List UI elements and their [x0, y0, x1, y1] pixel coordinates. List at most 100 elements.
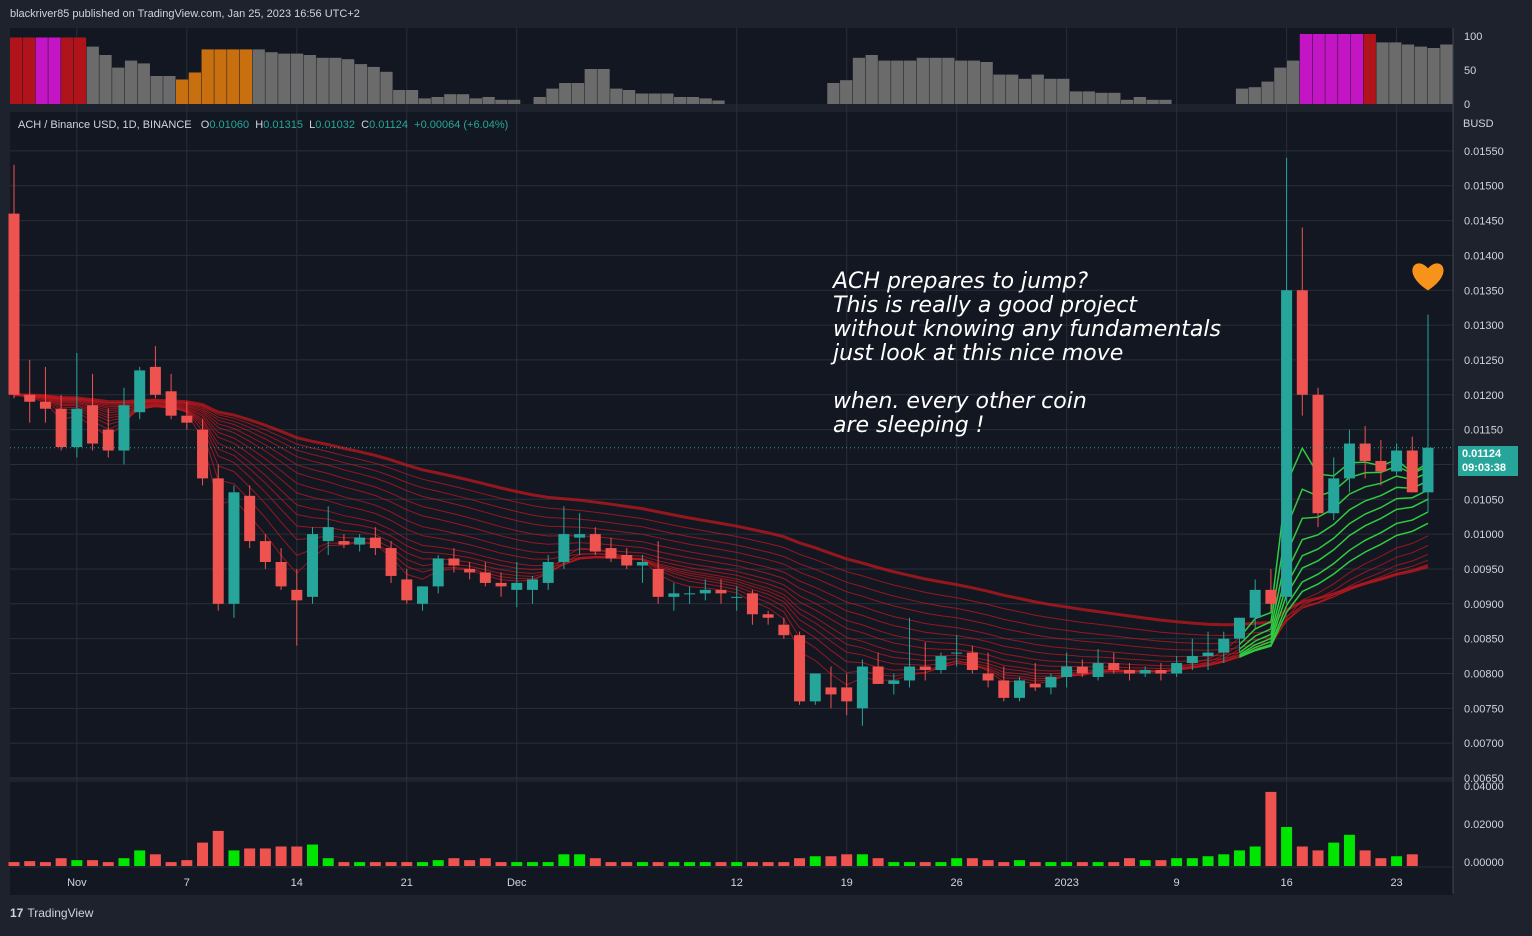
candle-body	[102, 429, 114, 451]
oscillator-bar	[227, 49, 240, 104]
candle-body	[1265, 589, 1277, 604]
oscillator-bar	[1427, 48, 1440, 104]
volume-bar	[495, 862, 507, 866]
ma-ribbon-line-red	[13, 393, 1429, 627]
price-tick-label: 0.00900	[1464, 599, 1504, 611]
oscillator-bar	[456, 94, 470, 104]
oscillator-bar	[1261, 81, 1274, 104]
volume-bar	[118, 858, 130, 866]
candle-body	[197, 429, 209, 479]
time-axis-pane	[10, 868, 1453, 895]
volume-bar	[574, 854, 586, 866]
candle-body	[1218, 638, 1230, 653]
candle-body	[1202, 652, 1214, 657]
oscillator-bar	[1006, 74, 1019, 104]
oscillator-bar	[405, 90, 419, 104]
oscillator-bar	[1440, 44, 1453, 104]
volume-bar	[856, 854, 868, 866]
candle-body	[1328, 478, 1340, 514]
candle-body	[935, 656, 947, 670]
volume-bar	[1281, 827, 1293, 866]
price-tick-label: 0.01200	[1464, 390, 1504, 402]
volume-bar	[134, 850, 146, 866]
ma-ribbon-line-red	[13, 394, 1429, 637]
oscillator-bar	[891, 60, 904, 104]
candle-body	[244, 495, 256, 542]
last-price-tag: 0.01124 09:03:38	[1458, 446, 1518, 476]
candle-body	[888, 680, 900, 684]
candle-body	[1123, 670, 1135, 674]
volume-bar	[1249, 846, 1261, 866]
oscillator-bar	[827, 83, 840, 104]
oscillator-bar	[86, 46, 99, 104]
time-tick-label: 23	[1390, 877, 1402, 889]
volume-bar	[291, 846, 303, 866]
oscillator-bar	[559, 83, 572, 104]
oscillator-bar	[674, 97, 687, 104]
candle-body	[1029, 683, 1041, 688]
oscillator-bar	[546, 88, 559, 104]
volume-bar	[24, 861, 36, 866]
candle-body	[1281, 290, 1293, 597]
oscillator-bar	[916, 57, 929, 104]
oscillator-bar	[124, 60, 138, 104]
oscillator-bar	[597, 69, 610, 104]
candle-body	[652, 568, 664, 597]
volume-bar	[1233, 850, 1245, 866]
volume-bar	[621, 862, 633, 866]
volume-bar	[1328, 842, 1340, 866]
candle-body	[1186, 656, 1198, 664]
volume-bar	[1092, 862, 1104, 866]
volume-bar	[1312, 850, 1324, 866]
high-value: 0.01315	[263, 119, 303, 131]
oscillator-bar	[929, 57, 942, 104]
volume-bar	[8, 862, 20, 866]
volume-bar	[432, 860, 444, 866]
oscillator-bar	[176, 79, 189, 104]
candle-body	[495, 582, 507, 587]
oscillator-bar	[112, 67, 125, 104]
volume-bar	[1186, 858, 1198, 866]
volume-bar	[479, 858, 491, 866]
bar-countdown: 09:03:38	[1462, 462, 1507, 474]
volume-bar	[401, 862, 413, 866]
oscillator-bar	[533, 97, 546, 104]
candle-body	[526, 579, 538, 590]
candle-body	[71, 408, 83, 448]
oscillator-bar	[137, 63, 150, 104]
candle-body	[589, 534, 601, 552]
published-header: blackriver85 published on TradingView.co…	[10, 8, 360, 20]
oscillator-bar	[48, 37, 61, 104]
oscillator-bar	[10, 37, 23, 104]
volume-bar	[1218, 854, 1230, 866]
oscillator-bar	[290, 53, 304, 104]
oscillator-bar	[1082, 91, 1095, 104]
volume-bar	[526, 862, 538, 866]
volume-bar	[589, 858, 601, 866]
candle-body	[794, 635, 806, 702]
price-tick-label: 0.01300	[1464, 320, 1504, 332]
volume-bar	[1076, 862, 1088, 866]
oscillator-bar	[1146, 99, 1159, 104]
candle-body	[291, 589, 303, 601]
volume-bar	[322, 858, 334, 866]
oscillator-bar	[354, 64, 368, 104]
candle-body	[307, 534, 319, 597]
volume-bar	[464, 860, 476, 866]
oscillator-bar	[380, 71, 393, 104]
volume-bar	[542, 862, 554, 866]
volume-bar	[652, 862, 664, 866]
volume-bar	[684, 862, 696, 866]
candle-body	[1406, 450, 1418, 493]
oscillator-bar	[431, 97, 444, 104]
oscillator-bar	[610, 88, 623, 104]
footer-brand: 17 TradingView	[10, 906, 93, 920]
oscillator-bar	[329, 57, 342, 104]
oscillator-bar	[980, 62, 993, 104]
volume-bar	[1014, 860, 1026, 866]
oscillator-bar	[942, 57, 955, 104]
candle-body	[558, 534, 570, 562]
candle-body	[1171, 663, 1183, 674]
oscillator-bar	[508, 99, 521, 104]
